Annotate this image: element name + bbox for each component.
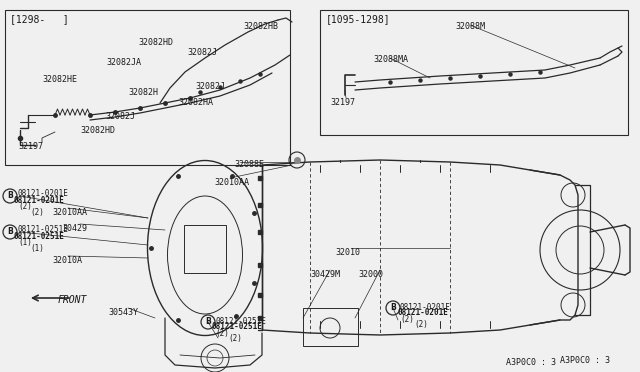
Bar: [5, 10, 290, 165]
Text: 32082HB: 32082HB: [243, 22, 278, 31]
Text: B: B: [7, 192, 13, 201]
Text: B: B: [7, 228, 13, 237]
Text: 32010AA: 32010AA: [52, 208, 87, 217]
Text: 08121-0201E: 08121-0201E: [18, 189, 69, 198]
Text: 32082JA: 32082JA: [106, 58, 141, 67]
Text: 32082HD: 32082HD: [138, 38, 173, 47]
Text: [1095-1298]: [1095-1298]: [326, 14, 390, 24]
Text: 08121-0251E: 08121-0251E: [212, 322, 263, 331]
Text: [1298-   ]: [1298- ]: [10, 14, 68, 24]
Text: 32197: 32197: [330, 98, 355, 107]
Text: (2): (2): [228, 334, 242, 343]
Text: (2): (2): [215, 329, 229, 338]
Text: (2): (2): [30, 208, 44, 217]
Text: 08121-0201E: 08121-0201E: [400, 303, 451, 312]
Text: 32082J: 32082J: [187, 48, 217, 57]
Text: 32000: 32000: [358, 270, 383, 279]
Text: 30429M: 30429M: [310, 270, 340, 279]
Text: 32082H: 32082H: [128, 88, 158, 97]
Text: B: B: [205, 317, 211, 327]
Text: (2): (2): [414, 320, 428, 329]
Text: 08121-0251E: 08121-0251E: [14, 232, 65, 241]
Text: 08121-0201E: 08121-0201E: [14, 196, 65, 205]
Text: 32010A: 32010A: [52, 256, 82, 265]
Text: (1): (1): [30, 244, 44, 253]
Text: 32082HE: 32082HE: [42, 75, 77, 84]
Text: 32088MA: 32088MA: [373, 55, 408, 64]
Text: 08121-0201E: 08121-0201E: [398, 308, 449, 317]
Text: A3P0C0 : 3: A3P0C0 : 3: [506, 358, 556, 367]
Text: A3P0C0 : 3: A3P0C0 : 3: [560, 356, 610, 365]
Text: 30543Y: 30543Y: [108, 308, 138, 317]
Text: 08121-0251E: 08121-0251E: [215, 317, 266, 326]
Text: 32088M: 32088M: [455, 22, 485, 31]
Text: (2): (2): [400, 315, 414, 324]
Bar: [184, 225, 226, 273]
Text: 08121-0251E: 08121-0251E: [18, 225, 69, 234]
Bar: [320, 10, 628, 135]
Text: B: B: [390, 304, 396, 312]
Text: 30429: 30429: [62, 224, 87, 233]
Text: (1): (1): [18, 238, 32, 247]
Text: 32088E: 32088E: [234, 160, 264, 169]
Bar: [303, 308, 358, 346]
Text: 32010AA: 32010AA: [214, 178, 249, 187]
Text: 32010: 32010: [335, 248, 360, 257]
Text: 32082HA: 32082HA: [178, 98, 213, 107]
Text: 32197: 32197: [18, 142, 43, 151]
Text: FRONT: FRONT: [58, 295, 88, 305]
Text: 32082J: 32082J: [195, 82, 225, 91]
Text: (2): (2): [18, 202, 32, 211]
Text: 32082J: 32082J: [105, 112, 135, 121]
Text: 32082HD: 32082HD: [80, 126, 115, 135]
